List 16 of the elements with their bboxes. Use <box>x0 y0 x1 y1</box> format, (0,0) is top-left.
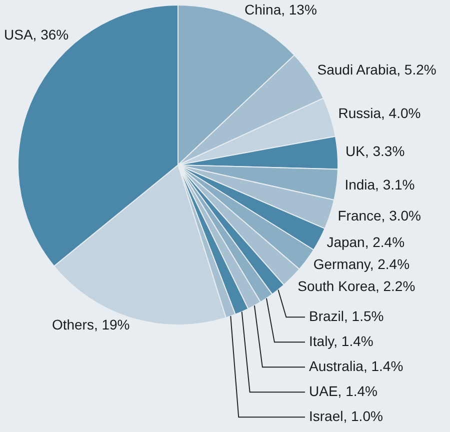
slice-label: South Korea, 2.2% <box>298 278 416 294</box>
slice-label: UAE, 1.4% <box>309 382 378 399</box>
slice-label: USA, 36% <box>4 26 69 43</box>
slice-label: Japan, 2.4% <box>326 234 405 250</box>
slice-label: Others, 19% <box>52 316 130 333</box>
slice-label: France, 3.0% <box>338 208 422 224</box>
slice-label: Italy, 1.4% <box>309 332 374 349</box>
slice-label: China, 13% <box>244 1 317 18</box>
slice-label: Australia, 1.4% <box>309 358 404 374</box>
slice-label: Saudi Arabia, 5.2% <box>317 62 436 78</box>
slice-label: Germany, 2.4% <box>313 256 410 272</box>
slice-label: Israel, 1.0% <box>309 408 383 424</box>
slice-label: Brazil, 1.5% <box>309 308 384 324</box>
slice-label: India, 3.1% <box>344 176 415 192</box>
slice-label: Russia, 4.0% <box>338 105 421 122</box>
slice-label: UK, 3.3% <box>346 142 405 159</box>
